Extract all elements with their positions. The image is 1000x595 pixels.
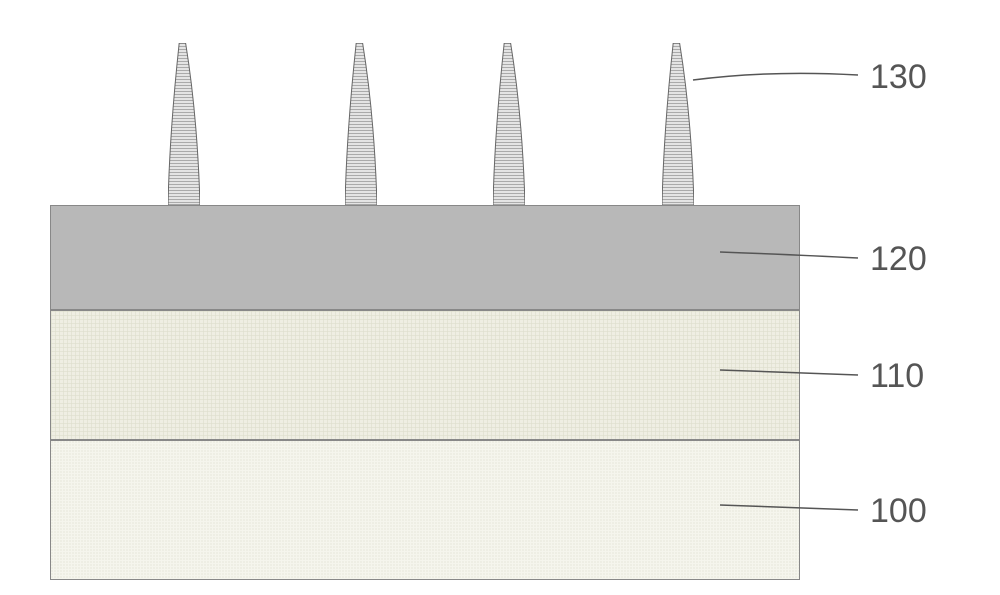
fin-1	[168, 43, 200, 205]
fin-4	[662, 43, 694, 205]
cross-section-diagram	[50, 20, 800, 580]
label-120: 120	[870, 240, 927, 279]
fin-3	[493, 43, 525, 205]
layer-120	[50, 205, 800, 310]
label-130: 130	[870, 58, 927, 97]
label-110: 110	[870, 357, 924, 396]
layer-100	[50, 440, 800, 580]
label-100: 100	[870, 492, 927, 531]
fin-2	[345, 43, 377, 205]
layer-110	[50, 310, 800, 440]
